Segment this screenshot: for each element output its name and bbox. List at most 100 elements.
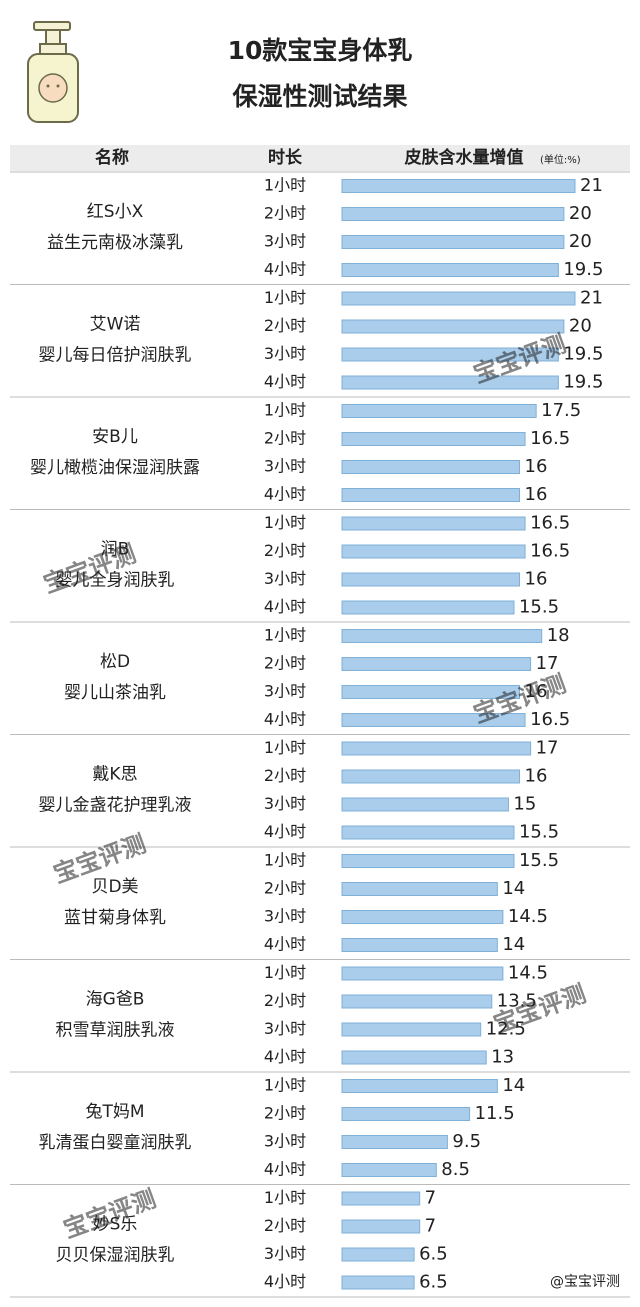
duration-label: 1小时 xyxy=(264,851,306,870)
duration-label: 1小时 xyxy=(264,401,306,420)
duration-label: 2小时 xyxy=(264,1216,306,1235)
duration-label: 4小时 xyxy=(264,485,306,504)
bar xyxy=(341,882,498,896)
duration-label: 2小时 xyxy=(264,766,306,785)
bar xyxy=(341,488,521,502)
bar xyxy=(341,179,576,193)
duration-label: 3小时 xyxy=(264,794,306,813)
bar xyxy=(341,1163,437,1177)
bar xyxy=(341,1107,471,1121)
duration-label: 3小时 xyxy=(264,232,306,251)
bar xyxy=(341,1191,421,1206)
bar xyxy=(341,797,509,812)
bar xyxy=(341,741,532,756)
bar xyxy=(341,825,515,840)
brand-name: 润B xyxy=(101,540,130,560)
bar xyxy=(341,910,504,924)
bar xyxy=(341,572,521,587)
bar xyxy=(341,404,537,418)
bar xyxy=(341,1219,421,1234)
source: @宝宝评测 xyxy=(550,1274,620,1290)
value-label: 21 xyxy=(580,175,603,196)
duration-label: 3小时 xyxy=(264,1244,306,1263)
value-label: 21 xyxy=(580,288,603,309)
duration-label: 2小时 xyxy=(264,1104,306,1123)
bar xyxy=(341,1079,498,1093)
duration-label: 1小时 xyxy=(264,738,306,757)
bar xyxy=(341,1050,487,1065)
header: 名称 xyxy=(95,147,129,168)
unit: (单位:%) xyxy=(540,153,581,166)
bar xyxy=(341,629,543,643)
duration-label: 3小时 xyxy=(264,457,306,476)
value-label: 13.5 xyxy=(497,991,537,1012)
bar xyxy=(341,263,559,277)
brand-name: 兔T妈M xyxy=(85,1102,144,1122)
value-label: 16.5 xyxy=(530,513,570,534)
brand-name: 红S小X xyxy=(87,202,144,222)
value-label: 14 xyxy=(502,878,525,899)
duration-label: 4小时 xyxy=(264,710,306,729)
duration-label: 3小时 xyxy=(264,1019,306,1038)
value-label: 16.5 xyxy=(530,709,570,730)
title: 10款宝宝身体乳 xyxy=(228,36,413,65)
value-label: 6.5 xyxy=(419,1244,448,1265)
brand-name: 海G爸B xyxy=(86,990,145,1010)
header-band xyxy=(10,145,630,171)
duration-label: 4小时 xyxy=(264,1160,306,1179)
value-label: 9.5 xyxy=(452,1131,481,1152)
duration-label: 1小时 xyxy=(264,288,306,307)
bar xyxy=(341,1022,482,1037)
duration-label: 2小时 xyxy=(264,316,306,335)
bottle-icon xyxy=(27,21,79,123)
duration-label: 4小时 xyxy=(264,372,306,391)
brand-name: 松D xyxy=(100,652,130,672)
value-label: 18 xyxy=(547,625,570,646)
table-body: 红S小X 益生元南极冰藻乳 1小时 21 2小时 20 3小时 20 4小时 19.5 艾W诺婴儿每… xyxy=(10,171,630,1298)
value-label: 14 xyxy=(502,1075,525,1096)
product-name: 贝贝保湿润肤乳 xyxy=(56,1246,175,1266)
bar xyxy=(341,1275,415,1290)
bar xyxy=(341,347,559,362)
duration-label: 1小时 xyxy=(264,963,306,982)
product-name: 婴儿每日倍护润肤乳 xyxy=(39,346,192,366)
value-label: 20 xyxy=(569,316,592,337)
product-name: 益生元南极冰藻乳 xyxy=(47,233,183,253)
value-label: 7 xyxy=(425,1216,436,1237)
value-label: 20 xyxy=(569,203,592,224)
value-label: 15.5 xyxy=(519,822,559,843)
value-label: 14 xyxy=(502,934,525,955)
value-label: 16.5 xyxy=(530,428,570,449)
brand-name: 安B儿 xyxy=(92,427,138,447)
bar xyxy=(341,432,526,446)
brand-name: 贝D美 xyxy=(91,877,138,897)
value-label: 16 xyxy=(525,681,548,702)
bar xyxy=(341,291,576,306)
product-name: 婴儿橄榄油保湿润肤露 xyxy=(30,458,200,478)
duration-label: 3小时 xyxy=(264,682,306,701)
value-label: 11.5 xyxy=(475,1103,515,1124)
bar xyxy=(341,1135,448,1149)
value-label: 15.5 xyxy=(519,850,559,871)
bar xyxy=(341,854,515,868)
bar xyxy=(341,235,565,249)
product-name: 婴儿金盏花护理乳液 xyxy=(39,796,192,816)
bar xyxy=(341,600,515,615)
bar xyxy=(341,375,559,390)
bar xyxy=(341,207,565,221)
value-label: 7 xyxy=(425,1188,436,1209)
duration-label: 4小时 xyxy=(264,935,306,954)
brand-name: 妙S乐 xyxy=(93,1215,138,1235)
value-label: 17 xyxy=(536,738,559,759)
value-label: 8.5 xyxy=(441,1159,470,1180)
duration-label: 2小时 xyxy=(264,991,306,1010)
value-label: 19.5 xyxy=(563,344,603,365)
bar xyxy=(341,544,526,559)
duration-label: 3小时 xyxy=(264,344,306,363)
duration-label: 4小时 xyxy=(264,260,306,279)
bar xyxy=(341,769,521,784)
product-name: 乳清蛋白婴童润肤乳 xyxy=(39,1133,192,1153)
value-label: 13 xyxy=(491,1047,514,1068)
value-label: 19.5 xyxy=(563,372,603,393)
